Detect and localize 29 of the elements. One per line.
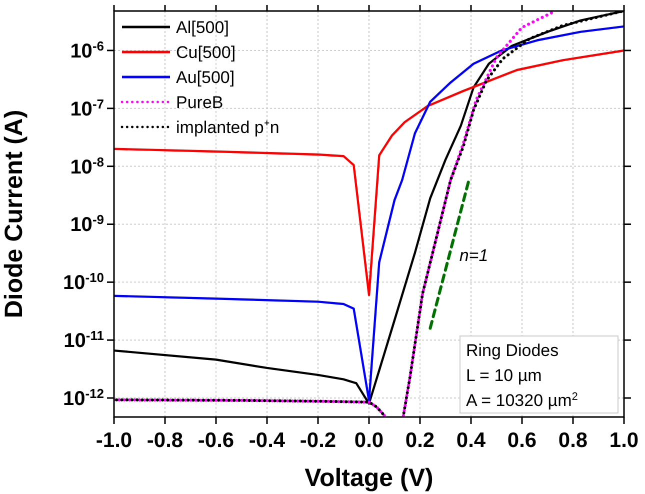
- annotation: n=1: [459, 246, 488, 266]
- x-tick-label: 0.4: [456, 429, 486, 452]
- y-tick-label: 10$^{-10}$: [62, 270, 104, 294]
- legend-label: implanted p⁺n: [176, 118, 280, 137]
- x-tick-label: -0.6: [198, 429, 234, 452]
- y-tick-label: 10$^{-6}$: [70, 38, 104, 62]
- x-tick-label: 0.8: [558, 429, 588, 452]
- y-tick-label: 10$^{-11}$: [64, 328, 104, 352]
- x-tick-label: -0.4: [248, 429, 286, 452]
- x-tick-label: 0.2: [405, 429, 435, 452]
- x-tick-label: 1.0: [609, 429, 639, 452]
- x-axis-title: Voltage (V): [304, 464, 434, 492]
- x-tick-label: -1.0: [96, 429, 132, 452]
- x-tick-label: -0.2: [300, 429, 336, 452]
- y-tick-label: 10$^{-12}$: [62, 386, 104, 410]
- legend-label: Cu[500]: [176, 43, 236, 62]
- annotation: A = 10320 µm$^{2}$: [466, 391, 578, 410]
- y-tick-label: 10$^{-8}$: [70, 154, 104, 178]
- annotation: Ring Diodes: [466, 341, 559, 360]
- x-tick-label: 0.6: [507, 429, 537, 452]
- x-tick-label: 0.0: [354, 429, 384, 452]
- legend-label: Al[500]: [176, 18, 229, 37]
- legend-label: Au[500]: [176, 68, 235, 87]
- y-tick-label: 10$^{-9}$: [70, 212, 104, 236]
- y-axis-title: Diode Current (A): [0, 110, 28, 318]
- legend-label: PureB: [176, 93, 224, 112]
- annotation: L = 10 µm: [466, 366, 542, 385]
- x-tick-label: -0.8: [146, 429, 184, 452]
- y-tick-label: 10$^{-7}$: [70, 96, 104, 120]
